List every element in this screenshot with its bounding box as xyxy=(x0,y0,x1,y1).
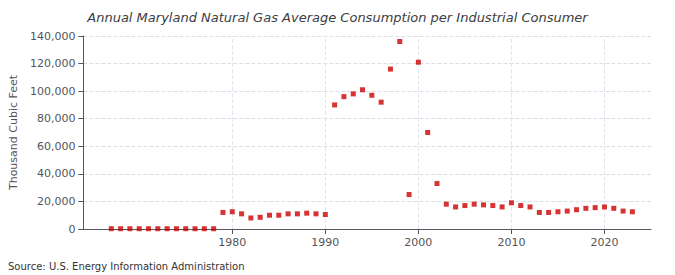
svg-text:80,000: 80,000 xyxy=(37,112,76,125)
svg-text:40,000: 40,000 xyxy=(37,167,76,180)
svg-text:140,000: 140,000 xyxy=(30,30,76,43)
svg-text:100,000: 100,000 xyxy=(30,85,76,98)
svg-text:2010: 2010 xyxy=(497,236,525,249)
svg-text:60,000: 60,000 xyxy=(37,140,76,153)
svg-text:20,000: 20,000 xyxy=(37,195,76,208)
svg-text:Source: U.S. Energy Informatio: Source: U.S. Energy Information Administ… xyxy=(8,261,245,272)
svg-text:Annual Maryland Natural Gas Av: Annual Maryland Natural Gas Average Cons… xyxy=(86,10,589,25)
svg-text:1990: 1990 xyxy=(311,236,339,249)
svg-text:120,000: 120,000 xyxy=(30,57,76,70)
svg-text:2020: 2020 xyxy=(590,236,618,249)
svg-text:Thousand Cubic Feet: Thousand Cubic Feet xyxy=(7,74,20,191)
svg-text:2000: 2000 xyxy=(404,236,432,249)
svg-text:0: 0 xyxy=(68,223,75,236)
svg-text:1980: 1980 xyxy=(218,236,246,249)
